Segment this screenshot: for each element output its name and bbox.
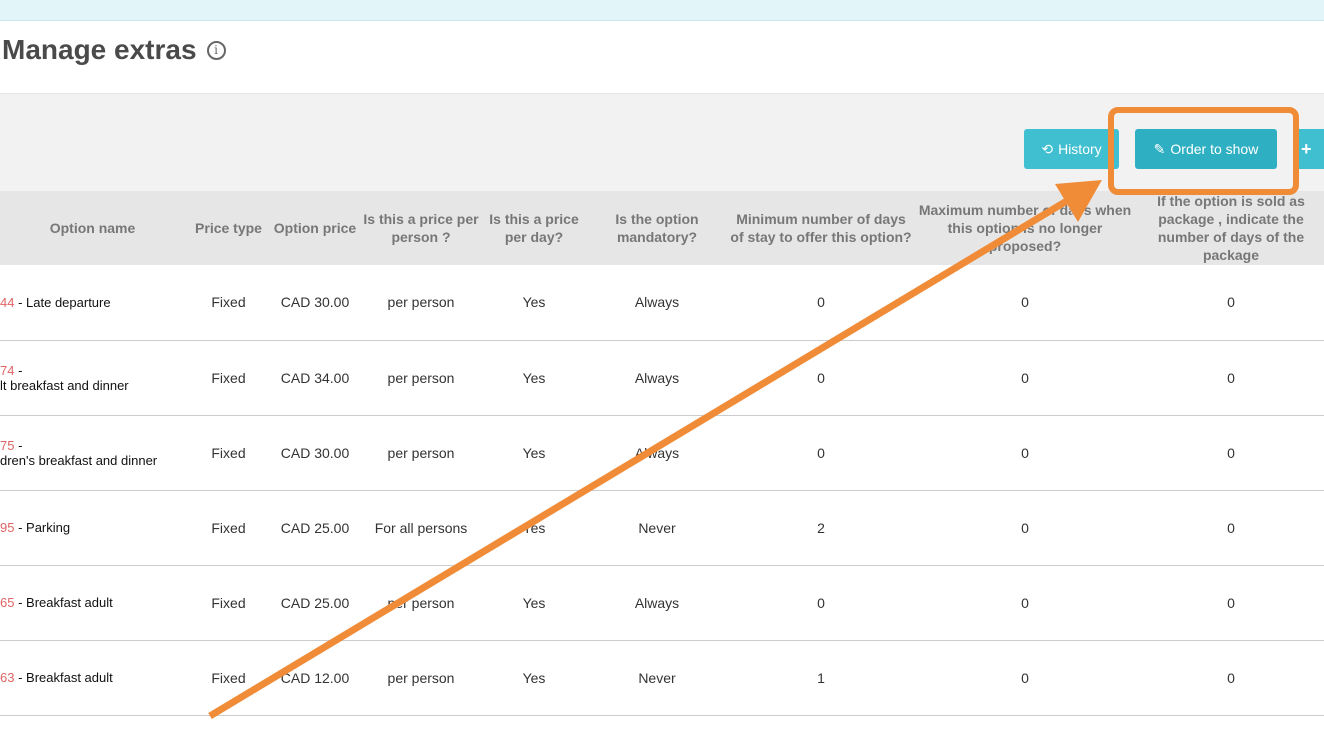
cell-min: 1 [730, 640, 912, 716]
option-id[interactable]: 75 [0, 437, 15, 453]
cell-per-day: Yes [484, 640, 584, 716]
cell-min: 0 [730, 415, 912, 491]
plus-icon: + [1301, 138, 1312, 159]
order-to-show-button[interactable]: ✎ Order to show [1135, 129, 1277, 169]
cell-type: Fixed [185, 265, 272, 341]
cell-mandatory: Always [584, 415, 730, 491]
option-id[interactable]: 74 [0, 362, 15, 378]
cell-per-person: per person [358, 565, 484, 641]
cell-max: 0 [912, 565, 1138, 641]
cell-package: 0 [1138, 340, 1324, 416]
option-name-cell[interactable]: 65 - Breakfast adult [0, 565, 185, 641]
top-bar [0, 0, 1324, 21]
option-name-cell[interactable]: 44 - Late departure [0, 265, 185, 341]
cell-max: 0 [912, 340, 1138, 416]
cell-price: CAD 34.00 [272, 340, 358, 416]
cell-mandatory: Always [584, 265, 730, 341]
page-title: Manage extras i [2, 34, 226, 66]
column-header: Option name [0, 191, 185, 265]
column-header: Is the option mandatory? [584, 191, 730, 265]
history-icon: ⟲ [1041, 140, 1054, 157]
column-header: Price type [185, 191, 272, 265]
option-name[interactable]: lt breakfast and dinner [0, 377, 129, 393]
column-header: Minimum number of days of stay to offer … [730, 191, 912, 265]
option-name-cell[interactable]: 75 - dren's breakfast and dinner [0, 415, 185, 491]
separator: - [14, 670, 27, 685]
cell-per-person: per person [358, 415, 484, 491]
cell-max: 0 [912, 415, 1138, 491]
option-name[interactable]: Late departure [26, 294, 111, 310]
cell-type: Fixed [185, 490, 272, 566]
table-row[interactable]: 74 - lt breakfast and dinner Fixed CAD 34.0… [0, 340, 1324, 416]
cell-price: CAD 12.00 [272, 640, 358, 716]
option-name-cell[interactable]: 63 - Breakfast adult [0, 640, 185, 716]
cell-min: 2 [730, 490, 912, 566]
table-row[interactable]: 44 - Late departure Fixed CAD 30.00 per per… [0, 265, 1324, 341]
cell-per-person: per person [358, 640, 484, 716]
cell-type: Fixed [185, 415, 272, 491]
cell-max: 0 [912, 490, 1138, 566]
cell-max: 0 [912, 640, 1138, 716]
separator: - [14, 362, 23, 378]
table-row[interactable]: 75 - dren's breakfast and dinner Fixed CAD … [0, 415, 1324, 491]
cell-per-day: Yes [484, 265, 584, 341]
table-row[interactable]: 65 - Breakfast adult Fixed CAD 25.00 per pe… [0, 565, 1324, 641]
option-id[interactable]: 95 [0, 520, 15, 535]
option-id[interactable]: 44 [0, 294, 15, 310]
separator: - [14, 437, 23, 453]
cell-mandatory: Never [584, 490, 730, 566]
option-name-cell[interactable]: 74 - lt breakfast and dinner [0, 340, 185, 416]
column-header: Option price [272, 191, 358, 265]
cell-type: Fixed [185, 340, 272, 416]
extras-table: Option name Price type Option price Is this… [0, 191, 1324, 716]
cell-price: CAD 25.00 [272, 490, 358, 566]
option-name-cell[interactable]: 95 - Parking [0, 490, 185, 566]
info-circle-icon[interactable]: i [206, 40, 226, 60]
column-header: If the option is sold as package , indic… [1138, 191, 1324, 265]
cell-price: CAD 30.00 [272, 415, 358, 491]
cell-package: 0 [1138, 565, 1324, 641]
separator: - [14, 294, 27, 310]
cell-per-day: Yes [484, 415, 584, 491]
option-id[interactable]: 65 [0, 595, 15, 610]
pencil-icon: ✎ [1153, 140, 1166, 157]
cell-package: 0 [1138, 265, 1324, 341]
page-title-text: Manage extras [2, 34, 197, 65]
cell-per-person: per person [358, 265, 484, 341]
cell-per-day: Yes [484, 565, 584, 641]
option-name[interactable]: Breakfast adult [26, 670, 113, 685]
cell-mandatory: Never [584, 640, 730, 716]
order-label: Order to show [1170, 141, 1259, 157]
cell-mandatory: Always [584, 340, 730, 416]
cell-per-person: For all persons [358, 490, 484, 566]
cell-max: 0 [912, 265, 1138, 341]
separator: - [14, 520, 27, 535]
table-row[interactable]: 95 - Parking Fixed CAD 25.00 For all person… [0, 490, 1324, 566]
separator: - [14, 595, 27, 610]
cell-min: 0 [730, 565, 912, 641]
cell-min: 0 [730, 265, 912, 341]
history-label: History [1058, 141, 1102, 157]
cell-price: CAD 30.00 [272, 265, 358, 341]
cell-package: 0 [1138, 640, 1324, 716]
column-header: Is this a price per person ? [358, 191, 484, 265]
history-button[interactable]: ⟲ History [1024, 129, 1119, 169]
cell-per-person: per person [358, 340, 484, 416]
toolbar: ⟲ History ✎ Order to show + [0, 93, 1324, 191]
option-name[interactable]: Parking [26, 520, 71, 535]
option-name[interactable]: Breakfast adult [26, 595, 113, 610]
annotation-highlight-box [1108, 107, 1299, 195]
cell-per-day: Yes [484, 340, 584, 416]
arrow-shaft [208, 193, 1077, 719]
cell-package: 0 [1138, 490, 1324, 566]
cell-price: CAD 25.00 [272, 565, 358, 641]
cell-type: Fixed [185, 565, 272, 641]
cell-mandatory: Always [584, 565, 730, 641]
arrow-head [1055, 180, 1102, 222]
option-id[interactable]: 63 [0, 670, 15, 685]
column-header: Is this a price per day? [484, 191, 584, 265]
option-name[interactable]: dren's breakfast and dinner [0, 452, 158, 468]
cell-package: 0 [1138, 415, 1324, 491]
